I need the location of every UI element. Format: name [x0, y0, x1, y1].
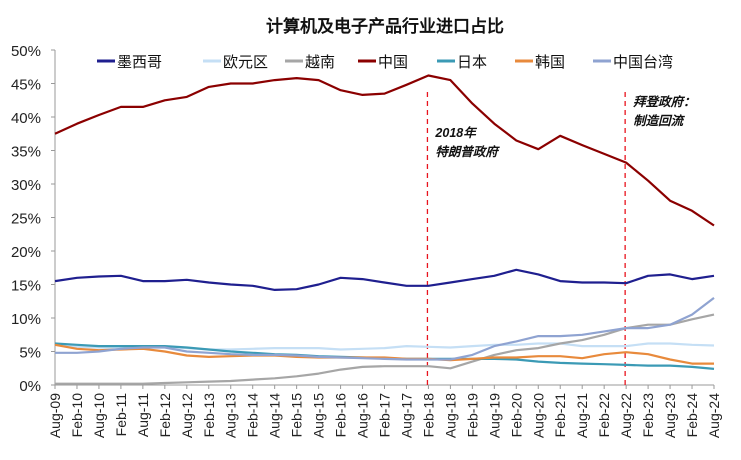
- legend-label: 中国台湾: [613, 54, 673, 71]
- x-tick-label: Aug-18: [442, 393, 458, 438]
- x-tick-label: Feb-22: [596, 393, 612, 438]
- y-tick-label: 25%: [11, 211, 41, 228]
- x-tick-label: Feb-19: [464, 393, 480, 438]
- y-tick-label: 0%: [19, 378, 41, 395]
- x-tick-label: Aug-24: [706, 393, 722, 438]
- annotation-text: 拜登政府：: [633, 95, 696, 109]
- x-tick-label: Aug-20: [530, 393, 546, 438]
- y-tick-label: 20%: [11, 244, 41, 261]
- x-tick-label: Feb-18: [420, 393, 436, 438]
- chart-title: 计算机及电子产品行业进口占比: [266, 16, 504, 36]
- x-tick-label: Feb-10: [69, 393, 85, 438]
- x-tick-label: Aug-11: [135, 393, 151, 437]
- x-tick-label: Feb-11: [113, 393, 129, 437]
- legend-label: 越南: [305, 54, 335, 71]
- x-tick-label: Feb-21: [552, 393, 568, 438]
- y-tick-label: 30%: [11, 177, 41, 194]
- y-tick-label: 15%: [11, 278, 41, 295]
- x-tick-label: Aug-15: [311, 393, 327, 438]
- y-tick-label: 35%: [11, 144, 41, 161]
- x-tick-label: Feb-20: [508, 393, 524, 438]
- annotation-text: 2018年: [434, 126, 477, 140]
- x-tick-label: Aug-21: [574, 393, 590, 438]
- series-line-中国台湾: [55, 297, 715, 361]
- y-tick-label: 40%: [11, 110, 41, 127]
- x-tick-label: Feb-15: [289, 393, 305, 438]
- x-tick-label: Feb-23: [640, 393, 656, 438]
- x-tick-label: Feb-14: [245, 393, 261, 438]
- x-tick-label: Aug-22: [618, 393, 634, 438]
- x-tick-label: Aug-13: [223, 393, 239, 438]
- x-tick-label: Aug-16: [355, 393, 371, 438]
- legend-label: 日本: [457, 54, 487, 71]
- x-tick-label: Feb-12: [157, 393, 173, 438]
- annotation-text: 特朗普政府: [435, 145, 500, 159]
- x-tick-label: Feb-17: [377, 393, 393, 438]
- series-line-韩国: [54, 343, 714, 365]
- x-tick-label: Feb-13: [201, 393, 217, 438]
- series-line-中国: [54, 74, 715, 227]
- x-tick-label: Aug-12: [179, 393, 195, 438]
- x-tick-label: Aug-10: [91, 393, 107, 438]
- legend-label: 中国: [378, 54, 408, 71]
- y-tick-label: 5%: [19, 345, 41, 362]
- legend-label: 欧元区: [223, 54, 268, 71]
- legend-label: 墨西哥: [117, 54, 162, 71]
- y-tick-label: 45%: [11, 77, 41, 94]
- annotation-text: 制造回流: [633, 114, 686, 128]
- series-line-越南: [55, 313, 715, 385]
- x-tick-label: Aug-14: [267, 393, 283, 438]
- x-tick-label: Feb-24: [684, 393, 700, 438]
- series-line-墨西哥: [54, 268, 715, 291]
- y-tick-label: 10%: [11, 311, 41, 328]
- x-tick-label: Aug-17: [398, 393, 414, 438]
- x-tick-label: Aug-09: [47, 393, 63, 438]
- x-tick-label: Aug-23: [662, 393, 678, 438]
- x-tick-label: Aug-19: [486, 393, 502, 438]
- x-tick-label: Feb-16: [333, 393, 349, 438]
- y-tick-label: 50%: [11, 43, 41, 60]
- legend-label: 韩国: [535, 54, 565, 71]
